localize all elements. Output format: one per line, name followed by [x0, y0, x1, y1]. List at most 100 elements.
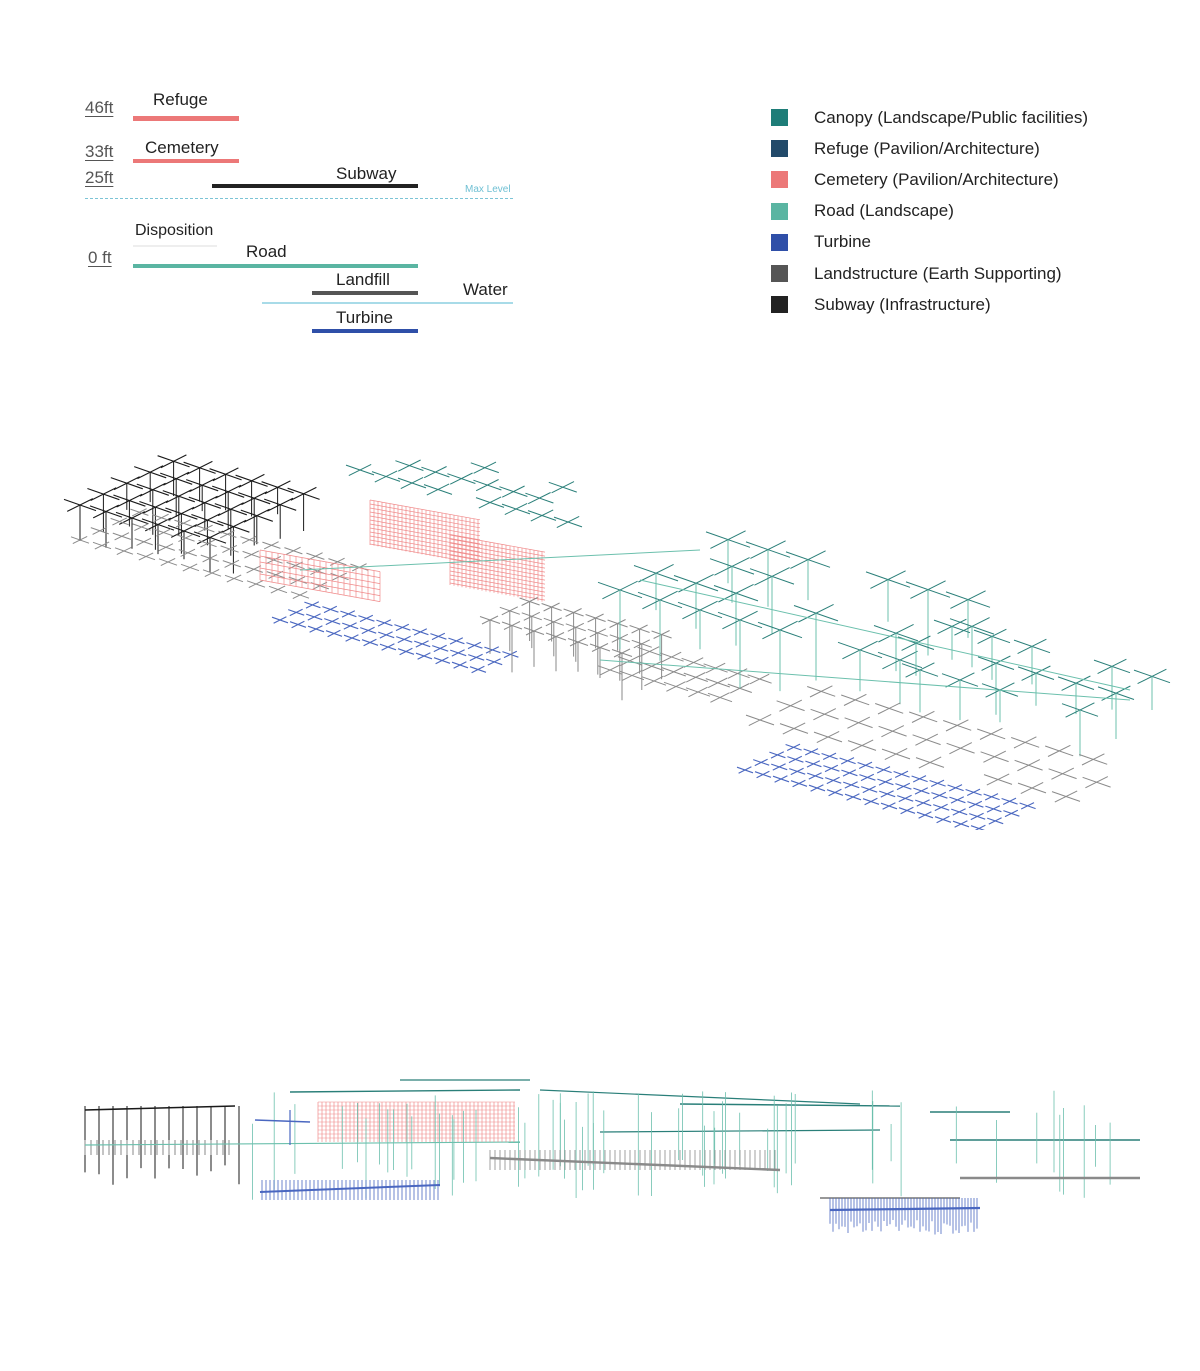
turbine-structure [431, 632, 446, 641]
turbine-structure [363, 638, 377, 647]
landstructure-structure [850, 739, 874, 752]
turbine-structure [377, 619, 392, 627]
subway-structure [238, 473, 265, 488]
turbine-structure [291, 620, 305, 629]
canopy-structure [950, 590, 986, 609]
canopy-structure [556, 515, 580, 529]
turbine-structure [898, 794, 912, 803]
landstructure-structure [567, 622, 585, 632]
turbine-structure [864, 797, 878, 806]
turbine-structure [325, 617, 339, 626]
turbine-structure [880, 790, 894, 798]
landstructure-structure [918, 756, 942, 769]
level-25ft-label: 25ft [85, 168, 114, 187]
canopy-structure [790, 550, 826, 569]
landstructure-structure [782, 722, 806, 735]
landstructure-structure [639, 646, 660, 657]
turbine-structure [774, 775, 788, 783]
landstructure-structure [197, 524, 213, 533]
turbine-structure [341, 610, 356, 618]
landstructure-structure [915, 733, 939, 746]
subway-structure [163, 471, 190, 486]
subway-structure [189, 478, 216, 493]
turbine-structure [930, 779, 945, 787]
landstructure-structure [1054, 790, 1078, 803]
turbine-structure [1004, 809, 1019, 818]
cemetery-structure [449, 554, 546, 573]
canopy-structure [289, 1089, 521, 1093]
landstructure-structure [134, 522, 150, 532]
turbine-structure [840, 757, 855, 765]
landfill-bar [312, 291, 418, 295]
landstructure-structure [178, 533, 194, 543]
cemetery-structure [259, 579, 381, 602]
landstructure-structure [136, 537, 152, 546]
road-structure [299, 549, 701, 571]
turbine-structure [359, 614, 374, 623]
elevation-structure-diagram [84, 1079, 1140, 1235]
turbine-structure [788, 755, 803, 764]
disposition-bar [133, 245, 217, 247]
cemetery-structure [259, 555, 381, 578]
turbine-structure [327, 629, 341, 638]
turbine-structure [954, 820, 968, 828]
road-bar-label: Road [246, 242, 287, 261]
legend-swatch-turbine [771, 233, 788, 251]
landstructure-structure [589, 628, 607, 638]
landstructure-structure [204, 568, 220, 578]
subway-structure [264, 480, 291, 495]
canopy-structure [501, 485, 525, 498]
subway-structure [191, 495, 218, 510]
legend-item-canopy: Canopy (Landscape/Public facilities) [771, 102, 1088, 133]
landstructure-structure [1020, 781, 1044, 795]
canopy-structure [397, 459, 421, 472]
landstructure-structure [131, 508, 147, 517]
landstructure-structure [244, 550, 260, 559]
legend-label-subway: Subway (Infrastructure) [814, 294, 991, 314]
turbine-structure [790, 767, 804, 776]
landstructure-structure [633, 639, 651, 649]
landstructure-structure [813, 708, 837, 721]
landstructure-structure [710, 692, 730, 703]
turbine-structure [289, 608, 303, 617]
landstructure-structure [1085, 776, 1109, 789]
cemetery-structure [449, 574, 546, 593]
turbine-structure [936, 815, 950, 824]
landstructure-structure [749, 673, 770, 685]
cemetery-structure [369, 499, 481, 521]
cemetery-structure [449, 582, 546, 601]
turbine-structure [433, 644, 447, 653]
turbine-structure [882, 802, 896, 810]
canopy-structure [710, 530, 746, 549]
cemetery-structure [369, 507, 481, 529]
turbine-structure [894, 770, 909, 778]
turbine-structure [307, 613, 321, 621]
subway-structure [212, 467, 239, 482]
turbine-structure [986, 805, 1001, 813]
turbine-structure [918, 811, 932, 819]
cemetery-structure [449, 546, 546, 565]
landstructure-structure [241, 535, 257, 544]
turbine-structure [417, 652, 431, 660]
turbine-structure [984, 793, 999, 801]
canopy-structure [473, 461, 497, 474]
landstructure-structure [949, 742, 973, 755]
turbine-structure [415, 640, 429, 648]
turbine-structure [934, 803, 948, 812]
turbine-structure [988, 817, 1002, 825]
turbine-structure [379, 631, 393, 639]
landstructure-structure [329, 557, 345, 566]
cemetery-structure [369, 527, 481, 549]
turbine-structure [343, 622, 357, 630]
cemetery-structure [369, 515, 481, 537]
cemetery-structure [259, 573, 381, 596]
turbine-structure [876, 766, 891, 774]
cemetery-structure [259, 549, 381, 572]
subway-structure [215, 484, 242, 499]
turbine-structure [1002, 797, 1017, 805]
landstructure-structure [545, 617, 563, 627]
canopy-structure [530, 509, 554, 522]
legend-swatch-cemetery [771, 171, 788, 189]
canopy-structure [426, 483, 450, 496]
turbine-structure [916, 799, 930, 807]
